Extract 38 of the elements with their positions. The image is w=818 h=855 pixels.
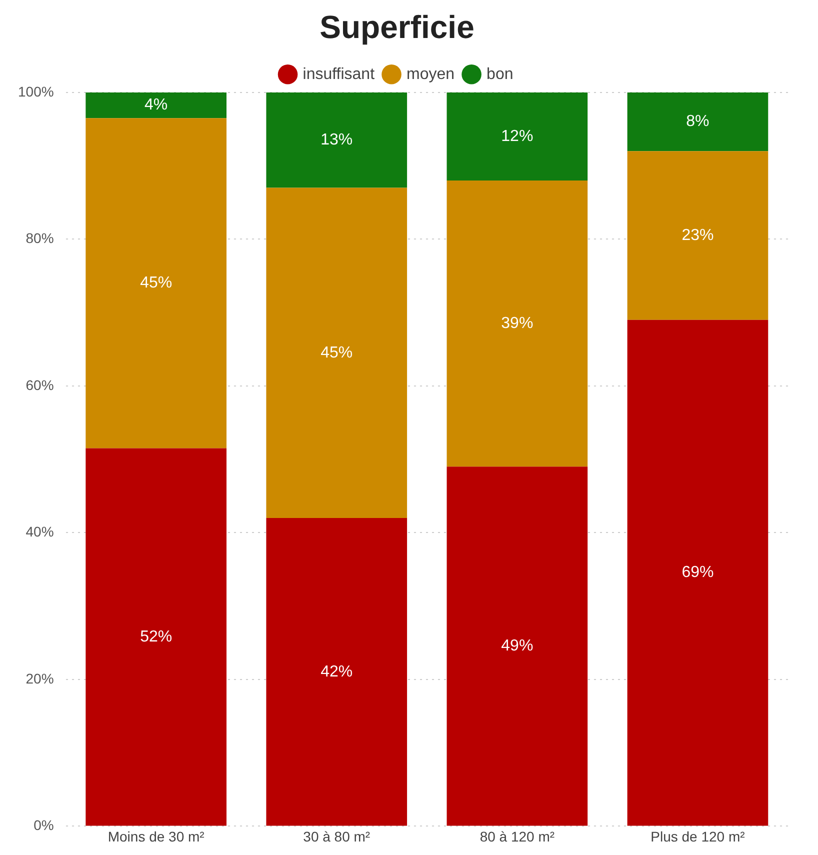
y-tick-label: 20%	[26, 670, 54, 686]
data-label: 8%	[686, 113, 710, 130]
data-label: 42%	[320, 663, 353, 680]
bar	[446, 92, 588, 180]
legend-label: moyen	[406, 66, 455, 83]
bar	[627, 92, 768, 152]
data-label: 39%	[501, 314, 534, 332]
data-label: 69%	[682, 564, 714, 582]
legend-label: bon	[486, 66, 514, 83]
y-tick-label: 0%	[34, 817, 54, 834]
bar	[266, 92, 408, 188]
bar	[86, 92, 226, 118]
y-tick-label: 60%	[26, 376, 54, 393]
bar	[627, 151, 768, 320]
bar	[86, 118, 226, 448]
x-tick-label: 80 à 120 m²	[480, 828, 555, 844]
bar	[266, 518, 408, 826]
data-label: 23%	[682, 226, 714, 244]
y-tick-label: 80%	[26, 230, 54, 246]
y-tick-label: 40%	[26, 524, 54, 540]
x-tick-label: 30 à 80 m²	[303, 828, 370, 844]
chart-title: Superficie	[320, 9, 474, 46]
bar	[86, 448, 226, 826]
x-tick-label: Moins de 30 m²	[108, 828, 205, 844]
x-tick-label: Plus de 120 m²	[650, 828, 746, 844]
bar	[446, 180, 588, 467]
bar	[266, 188, 408, 518]
data-label: 45%	[140, 274, 172, 292]
data-label: 52%	[140, 628, 172, 646]
data-label: 45%	[320, 344, 353, 362]
data-label: 4%	[144, 96, 168, 114]
y-tick-label: 100%	[18, 83, 54, 100]
legend-label: insuffisant	[302, 66, 376, 83]
data-label: 13%	[320, 132, 353, 149]
data-label: 12%	[501, 128, 534, 145]
bar	[627, 320, 768, 826]
data-label: 49%	[501, 638, 534, 655]
bar	[446, 466, 588, 826]
